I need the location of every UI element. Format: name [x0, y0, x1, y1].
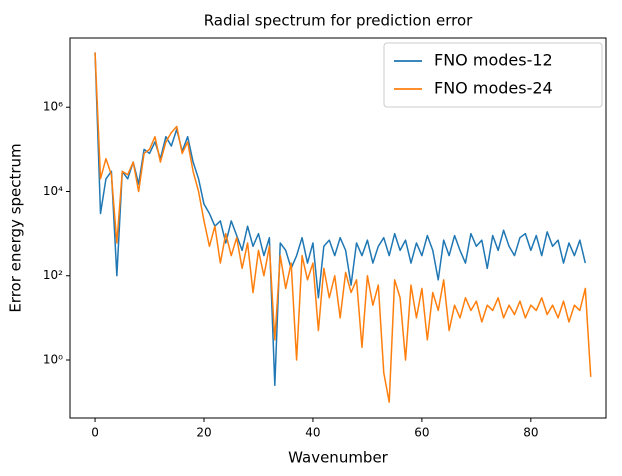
chart-title: Radial spectrum for prediction error [204, 12, 473, 30]
legend-label: FNO modes-12 [434, 51, 553, 70]
y-axis-label: Error energy spectrum [7, 143, 25, 312]
series-line [94, 52, 592, 403]
x-tick-label: 60 [414, 426, 429, 440]
x-tick-label: 80 [523, 426, 538, 440]
legend-box [383, 42, 603, 108]
x-axis-label: Wavenumber [288, 449, 389, 467]
plot-frame [69, 37, 607, 419]
x-tick-label: 40 [305, 426, 320, 440]
y-tick-label: 10⁴ [43, 184, 63, 198]
y-tick-label: 10⁰ [43, 353, 63, 367]
y-tick-label: 10⁶ [43, 100, 63, 114]
legend-label: FNO modes-24 [434, 79, 553, 98]
x-tick-label: 20 [196, 426, 211, 440]
plot-lines [94, 52, 592, 403]
x-tick-label: 0 [91, 426, 99, 440]
y-tick-label: 10² [43, 268, 63, 282]
